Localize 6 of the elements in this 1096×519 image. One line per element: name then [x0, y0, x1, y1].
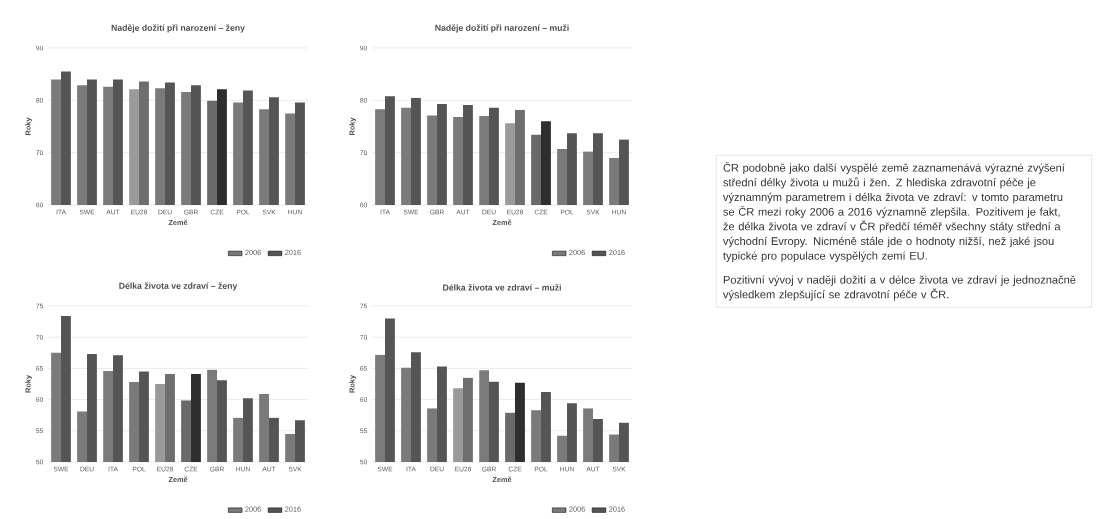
chart-title: Délka života ve zdraví – ženy — [119, 282, 238, 291]
text: ČR podobně jako další vyspělé země zaznamenává výrazné zvýšení střední délky života u mužů i žen. Z hlediska zdravotní péče je významným parametrem i délka života ve zdraví: v tomto parametru se ČR mezi roky 2006 a 2016 významně zlepšila. Pozitivem je fakt, že délka života ve zdraví v ČR předčí téměř všechny státy střední a východní Evropy. Nicméně stále jde o hodnoty nižší, než jaké jsou typické pro populace vyspělých zemí EU. — [722, 161, 1065, 262]
chart-title: Délka života ve zdraví – muži — [443, 284, 561, 291]
chart-title: Naděje dožití při narození – ženy — [111, 24, 245, 33]
text: Pozitivní vývoj v naději dožití a v délce života ve zdraví je jednoznačně výsledkem zlepšující se zdravotní péče v ČR. — [722, 275, 1076, 301]
chart-title: Naděje dožití při narození – muži — [435, 24, 569, 33]
